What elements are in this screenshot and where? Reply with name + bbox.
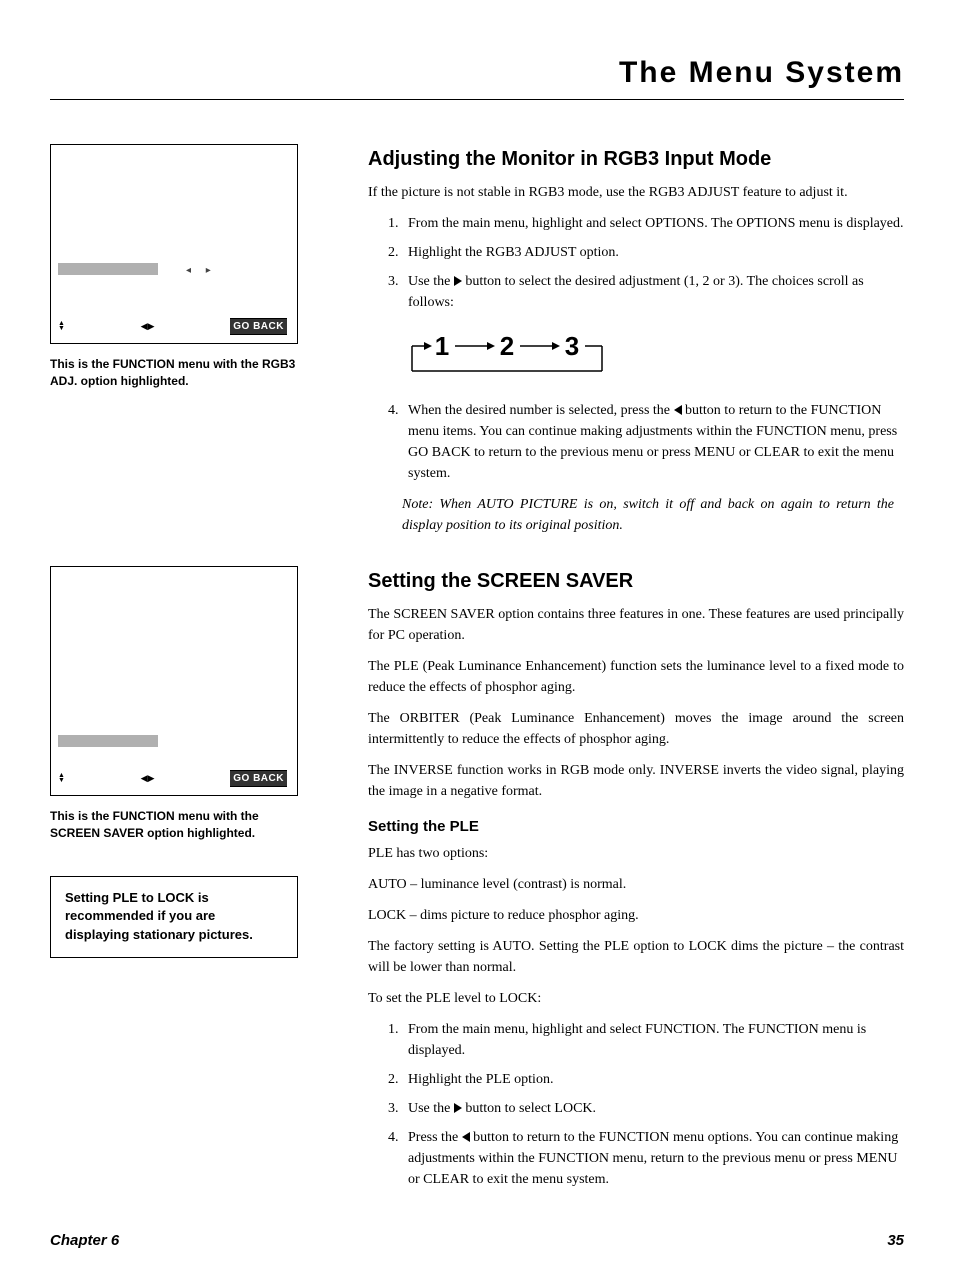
right-arrow-icon <box>454 1103 462 1113</box>
section-1-intro: If the picture is not stable in RGB3 mod… <box>368 182 904 203</box>
section-1-title: Adjusting the Monitor in RGB3 Input Mode <box>368 144 904 174</box>
leftright-icon: ◀▶ <box>141 320 155 334</box>
s3-p1: PLE has two options: <box>368 843 904 864</box>
s2-p1: The SCREEN SAVER option contains three f… <box>368 604 904 646</box>
s2-p3: The ORBITER (Peak Luminance Enhancement)… <box>368 708 904 750</box>
s3-step-2: Highlight the PLE option. <box>402 1069 904 1090</box>
footer-chapter: Chapter 6 <box>50 1230 119 1253</box>
section-3-steps: From the main menu, highlight and select… <box>368 1019 904 1190</box>
menu-highlight-bar <box>58 263 158 275</box>
s3-step-3: Use the button to select LOCK. <box>402 1098 904 1119</box>
s1-step4-pre: When the desired number is selected, pre… <box>408 403 674 418</box>
s3-p5: To set the PLE level to LOCK: <box>368 988 904 1009</box>
menu-footer-row-2: ◀▶ GO BACK <box>58 770 287 787</box>
page-footer: Chapter 6 35 <box>50 1230 904 1253</box>
menu-caption-1: This is the FUNCTION menu with the RGB3 … <box>50 356 298 390</box>
goback-label-2: GO BACK <box>230 770 287 787</box>
section-1-sidebar: ◂ ▸ ◀▶ GO BACK This is the FUNCTION menu… <box>50 144 340 546</box>
s3-p3: LOCK – dims picture to reduce phosphor a… <box>368 905 904 926</box>
s1-step-3: Use the button to select the desired adj… <box>402 271 904 313</box>
section-1-steps: From the main menu, highlight and select… <box>368 213 904 313</box>
header-title: The Menu System <box>50 50 904 95</box>
s3-step-1: From the main menu, highlight and select… <box>402 1019 904 1061</box>
menu-footer-row: ◀▶ GO BACK <box>58 318 287 335</box>
s3-step4-pre: Press the <box>408 1130 462 1145</box>
s2-p4: The INVERSE function works in RGB mode o… <box>368 760 904 802</box>
page-header: The Menu System <box>50 50 904 100</box>
right-arrow-icon <box>454 276 462 286</box>
footer-page: 35 <box>887 1230 904 1253</box>
section-1-note: Note: When AUTO PICTURE is on, switch it… <box>402 494 894 536</box>
section-2-title: Setting the SCREEN SAVER <box>368 566 904 596</box>
s1-step-4: When the desired number is selected, pre… <box>402 400 904 484</box>
s3-step-4: Press the button to return to the FUNCTI… <box>402 1127 904 1190</box>
section-2-row: ◀▶ GO BACK This is the FUNCTION menu wit… <box>50 566 904 1200</box>
section-2-body: Setting the SCREEN SAVER The SCREEN SAVE… <box>368 566 904 1200</box>
svg-text:2: 2 <box>500 331 514 361</box>
goback-label: GO BACK <box>230 318 287 335</box>
ple-lock-note-box: Setting PLE to LOCK is recommended if yo… <box>50 876 298 959</box>
cycle-123-diagram: 1 2 3 <box>402 331 612 379</box>
svg-text:1: 1 <box>435 331 449 361</box>
s1-step-1: From the main menu, highlight and select… <box>402 213 904 234</box>
s1-step3-pre: Use the <box>408 274 454 289</box>
s3-step3-pre: Use the <box>408 1101 454 1116</box>
s3-step4-post: button to return to the FUNCTION menu op… <box>408 1130 898 1187</box>
updown-icon <box>58 322 65 332</box>
section-1-body: Adjusting the Monitor in RGB3 Input Mode… <box>368 144 904 546</box>
svg-text:3: 3 <box>565 331 579 361</box>
s1-step-2: Highlight the RGB3 ADJUST option. <box>402 242 904 263</box>
section-1-steps-cont: When the desired number is selected, pre… <box>368 400 904 484</box>
s1-step3-post: button to select the desired adjustment … <box>408 274 864 310</box>
leftright-icon: ◀▶ <box>141 772 155 786</box>
menu-small-arrows: ◂ ▸ <box>186 263 217 278</box>
left-arrow-icon <box>674 405 682 415</box>
s3-step3-post: button to select LOCK. <box>462 1101 596 1116</box>
section-2-sidebar: ◀▶ GO BACK This is the FUNCTION menu wit… <box>50 566 340 1200</box>
menu-caption-2: This is the FUNCTION menu with the SCREE… <box>50 808 298 842</box>
updown-icon <box>58 774 65 784</box>
menu-screenshot-rgb3: ◂ ▸ ◀▶ GO BACK <box>50 144 298 344</box>
section-3-title: Setting the PLE <box>368 816 904 839</box>
section-1-row: ◂ ▸ ◀▶ GO BACK This is the FUNCTION menu… <box>50 144 904 546</box>
s3-p4: The factory setting is AUTO. Setting the… <box>368 936 904 978</box>
s2-p2: The PLE (Peak Luminance Enhancement) fun… <box>368 656 904 698</box>
s3-p2: AUTO – luminance level (contrast) is nor… <box>368 874 904 895</box>
left-arrow-icon <box>462 1132 470 1142</box>
menu-highlight-bar-2 <box>58 735 158 747</box>
menu-screenshot-screensaver: ◀▶ GO BACK <box>50 566 298 796</box>
